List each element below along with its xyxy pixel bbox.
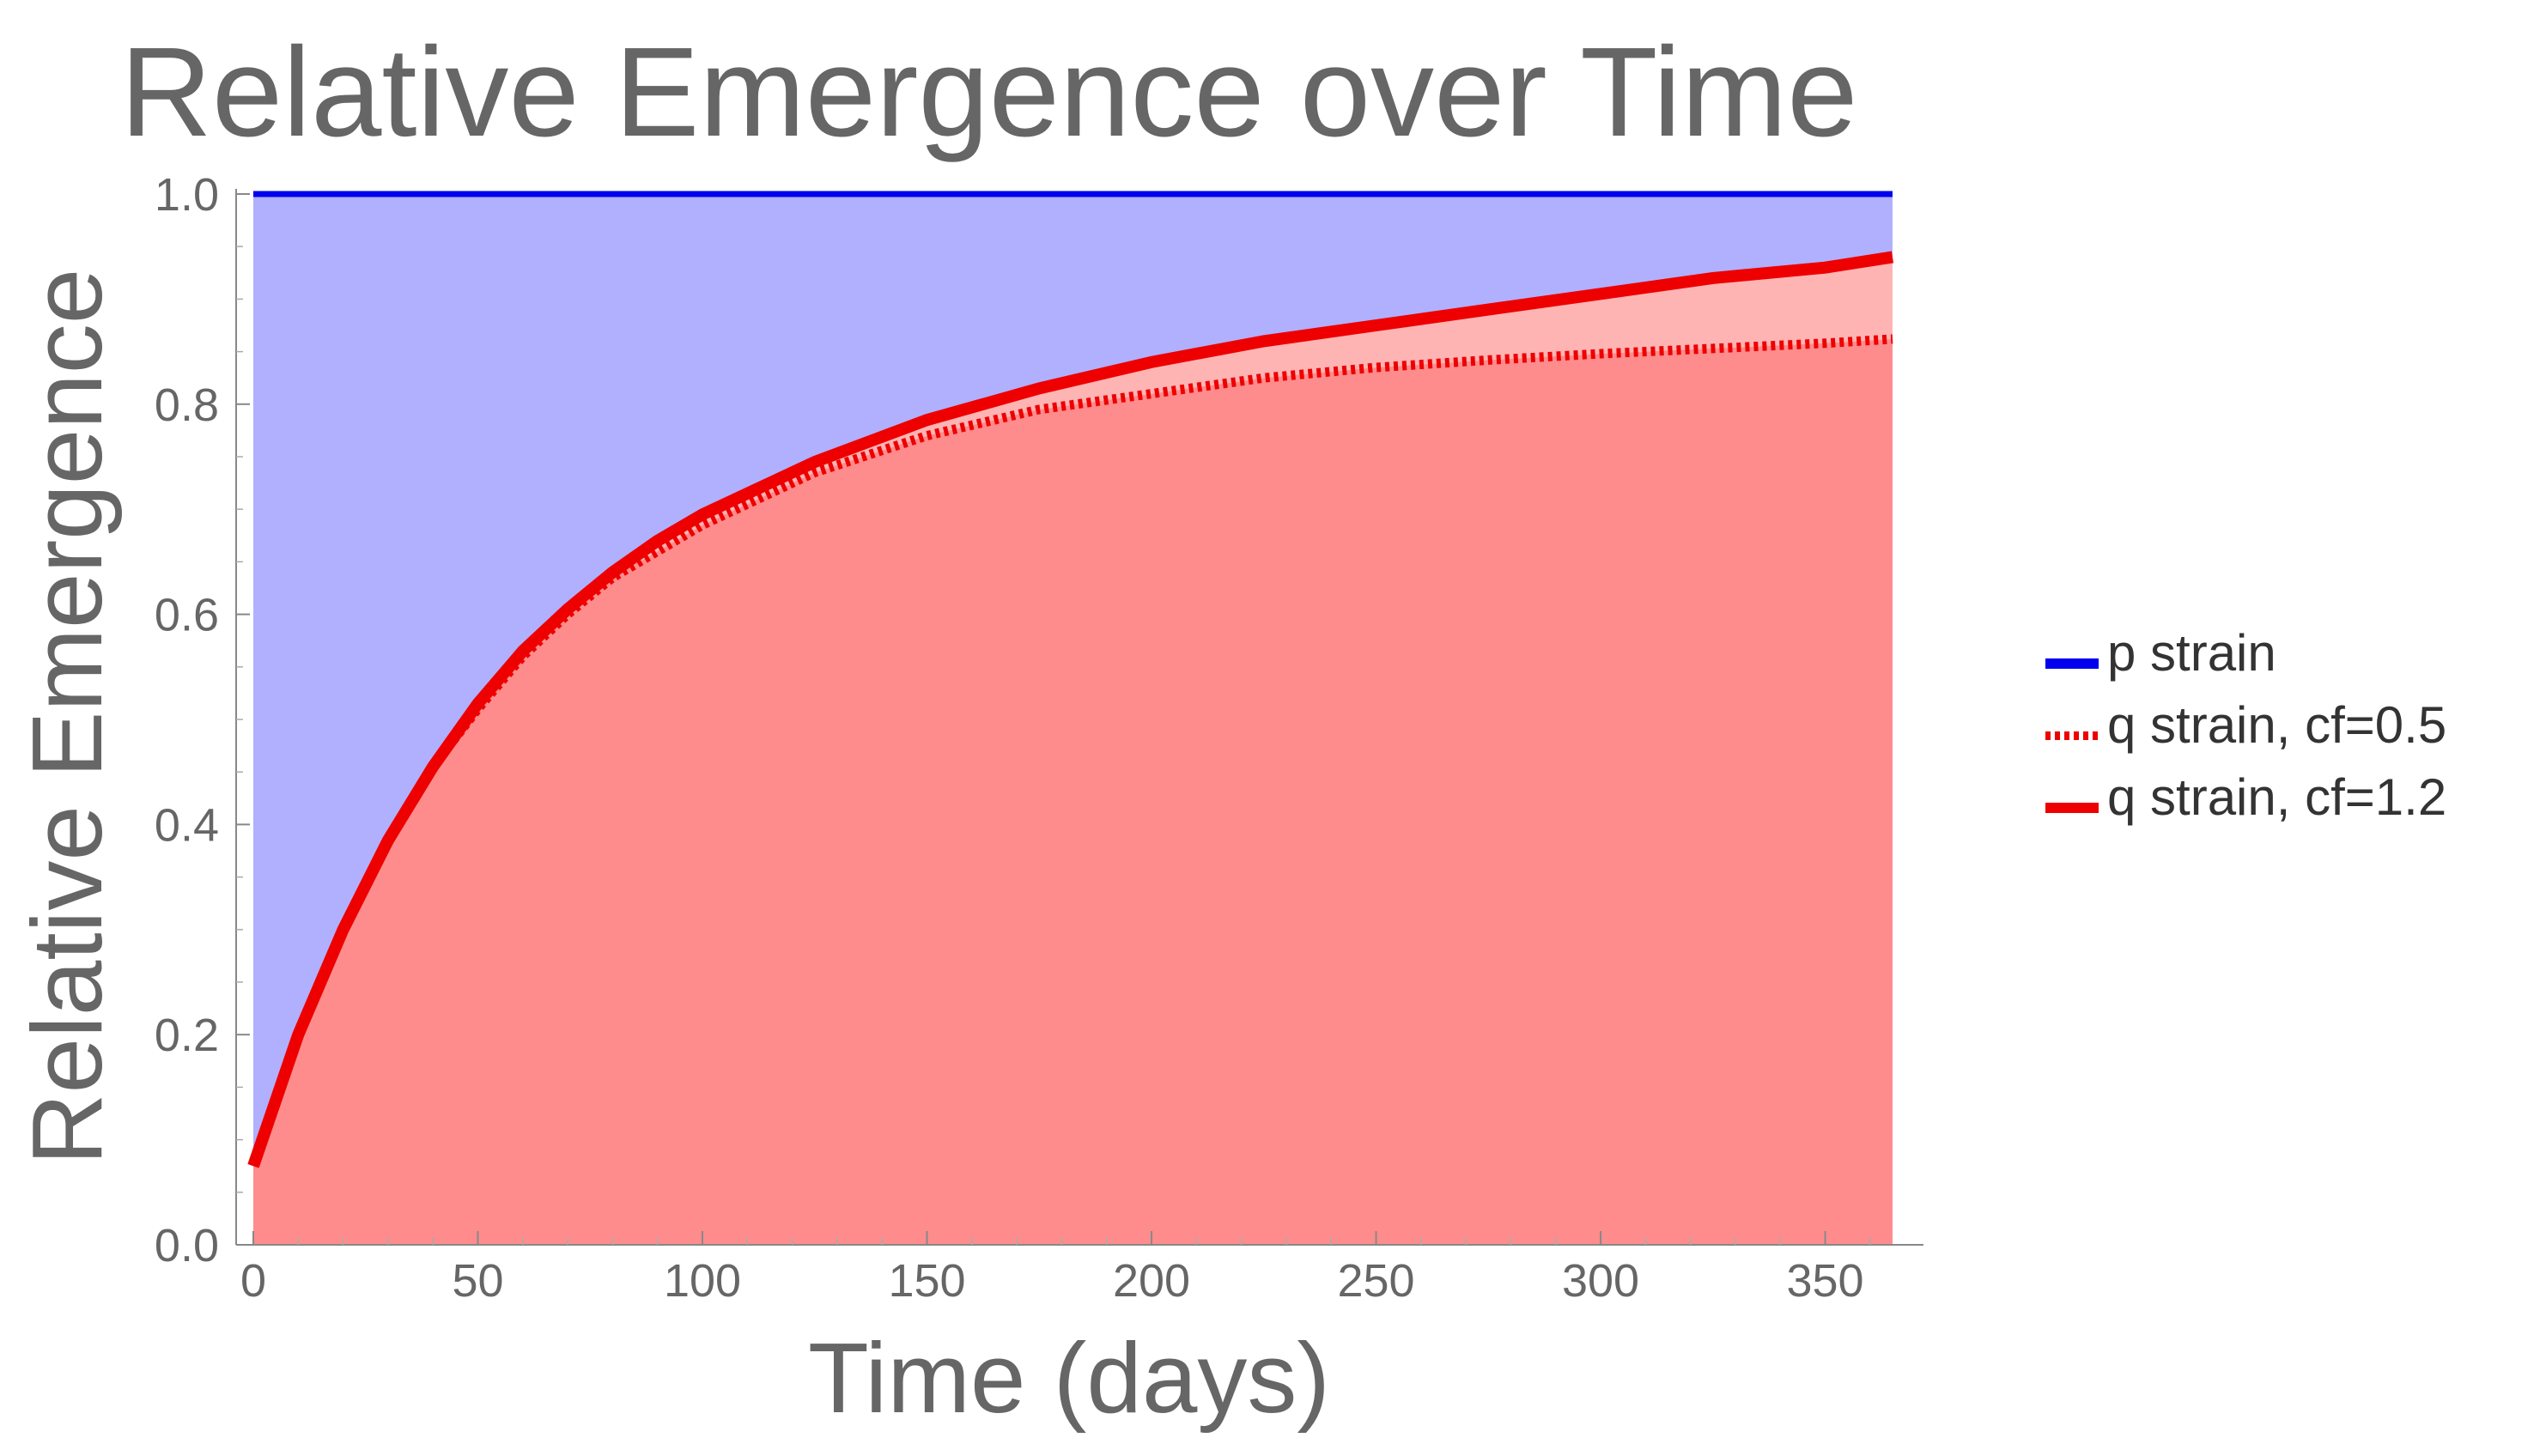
y-axis-label: Relative Emergence [11,269,123,1166]
x-tick-label: 350 [1786,1255,1863,1307]
x-tick-label: 0 [240,1255,266,1307]
x-tick-label: 200 [1113,1255,1190,1307]
chart-title: Relative Emergence over Time [120,21,1858,163]
y-tick-label: 0.4 [155,799,219,851]
q-strain-cf12-line [247,251,1894,1168]
legend-label: q strain, cf=1.2 [2107,768,2446,826]
x-tick-label: 50 [452,1255,503,1307]
y-tick-label: 1.0 [155,169,219,221]
y-tick-label: 0.8 [155,379,219,431]
x-tick-label: 150 [888,1255,965,1307]
y-tick-label: 0.2 [155,1010,219,1061]
q-strain-cf05-area [253,338,1893,1245]
plot-lines [247,191,1894,1168]
ticks [236,193,1871,1246]
axes [235,189,1923,1246]
tick-labels: 0 50 100 150 200 250 300 350 0.0 0.2 0.4 0.6 0.8 1.0 [155,169,1864,1307]
y-tick-label: 0.6 [155,590,219,641]
legend: p strain q strain, cf=0.5 q strain, cf=1.2 [2045,624,2446,826]
legend-label: q strain, cf=0.5 [2107,696,2446,754]
y-tick-label: 0.0 [155,1220,219,1271]
p-strain-area [253,194,1893,1167]
plot-areas [253,194,1893,1245]
x-tick-label: 300 [1562,1255,1639,1307]
x-tick-label: 250 [1337,1255,1414,1307]
x-tick-label: 100 [664,1255,741,1307]
x-axis-label: Time (days) [808,1322,1330,1434]
legend-label: p strain [2107,624,2276,682]
